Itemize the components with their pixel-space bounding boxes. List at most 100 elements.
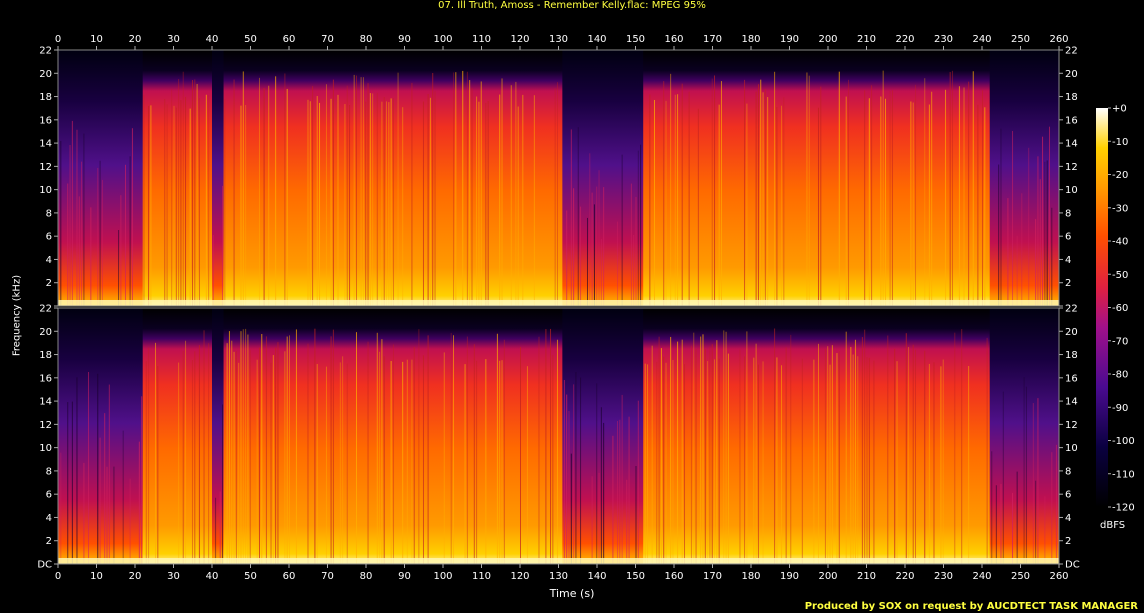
y-tick-label: 22 [39,304,52,315]
y-tick-label: 2 [1065,278,1071,289]
y-tick-label: 4 [1065,255,1071,266]
page-title: 07. Ill Truth, Amoss - Remember Kelly.fl… [438,0,706,11]
quiet-region-4 [989,50,1059,306]
x-tick-label: 250 [1011,571,1030,582]
x-tick-label: 120 [510,34,529,45]
x-tick-label: 60 [283,34,296,45]
colorbar-tick-label: -60 [1112,303,1128,314]
x-tick-label: 160 [664,34,683,45]
bass-band [58,300,1059,306]
x-tick-label: 150 [626,571,645,582]
x-tick-label: 140 [587,34,606,45]
x-tick-label: 70 [321,571,334,582]
x-tick-label: 20 [129,34,142,45]
x-tick-label: 100 [433,571,452,582]
y-tick-label: 8 [46,466,52,477]
x-tick-label: 260 [1049,34,1068,45]
y-tick-label: 10 [39,443,52,454]
y-tick-label: 4 [46,513,52,524]
x-tick-label: 50 [244,34,257,45]
colorbar-tick-label: -100 [1112,436,1135,447]
y-tick-label: 22 [1065,304,1078,315]
x-tick-label: 160 [664,571,683,582]
x-tick-label: 0 [55,34,61,45]
colorbar-tick-label: -20 [1112,170,1128,181]
x-tick-label: 20 [129,571,142,582]
y-tick-label: 14 [39,397,52,408]
x-tick-label: 210 [857,571,876,582]
colorbar-tick-label: -50 [1112,270,1128,281]
colorbar-tick-label: -70 [1112,336,1128,347]
x-tick-label: 80 [360,34,373,45]
y-tick-label: 16 [39,115,52,126]
x-tick-label: 110 [472,34,491,45]
quiet-region-2 [212,50,224,306]
x-tick-label: 200 [818,34,837,45]
y-tick-label: 8 [46,208,52,219]
x-tick-label: 230 [934,34,953,45]
y-tick-label: 6 [46,490,52,501]
y-tick-label: 20 [39,327,52,338]
transient-streaks [60,70,1053,307]
x-tick-label: 200 [818,571,837,582]
x-tick-label: 170 [703,34,722,45]
y-tick-label: 20 [1065,69,1078,80]
colorbar-tick-label: -120 [1112,503,1135,514]
x-tick-label: 140 [587,571,606,582]
y-tick-label: 8 [1065,466,1071,477]
y-tick-label: 4 [1065,513,1071,524]
y-tick-label: DC [37,560,52,571]
y-tick-label: 14 [1065,397,1078,408]
y-tick-label: 12 [1065,420,1078,431]
quiet-region-3 [562,50,644,306]
x-tick-label: 50 [244,571,257,582]
x-tick-label: 240 [972,571,991,582]
y-tick-label: 16 [1065,373,1078,384]
quiet-region-3 [562,308,644,564]
y-tick-label: 16 [39,373,52,384]
y-tick-label: 16 [1065,115,1078,126]
quiet-region-2 [212,308,224,564]
x-tick-label: 60 [283,571,296,582]
colorbar-tick-label: -40 [1112,237,1128,248]
x-tick-label: 90 [398,34,411,45]
y-tick-label: 18 [39,350,52,361]
y-tick-label: 18 [1065,92,1078,103]
x-tick-label: 130 [549,571,568,582]
x-tick-label: 170 [703,571,722,582]
y-tick-label: 4 [46,255,52,266]
y-tick-label: 12 [39,162,52,173]
y-tick-label: 10 [39,185,52,196]
y-tick-label: 6 [1065,490,1071,501]
x-tick-label: 220 [895,34,914,45]
y-tick-label: 10 [1065,185,1078,196]
colorbar-tick-label: +0 [1112,104,1127,115]
y-tick-label: 12 [1065,162,1078,173]
transient-streaks [60,328,1060,564]
x-tick-label: 30 [167,34,180,45]
y-tick-label: 10 [1065,443,1078,454]
y-tick-label: 14 [1065,139,1078,150]
x-tick-label: 100 [433,34,452,45]
x-tick-label: 260 [1049,571,1068,582]
y-tick-label: 22 [1065,46,1078,57]
x-tick-label: 80 [360,571,373,582]
y-tick-label: 6 [1065,232,1071,243]
x-tick-label: 220 [895,571,914,582]
y-tick-label: DC [1065,560,1080,571]
y-tick-label: 2 [1065,536,1071,547]
colorbar-tick-label: -90 [1112,403,1128,414]
x-tick-label: 250 [1011,34,1030,45]
x-tick-label: 0 [55,571,61,582]
x-tick-label: 230 [934,571,953,582]
colorbar-tick-label: -80 [1112,370,1128,381]
x-tick-label: 150 [626,34,645,45]
x-tick-label: 10 [90,571,103,582]
y-tick-label: 14 [39,139,52,150]
y-tick-label: 18 [39,92,52,103]
x-tick-label: 70 [321,34,334,45]
x-tick-label: 130 [549,34,568,45]
x-tick-label: 240 [972,34,991,45]
colorbar-tick-label: -30 [1112,203,1128,214]
